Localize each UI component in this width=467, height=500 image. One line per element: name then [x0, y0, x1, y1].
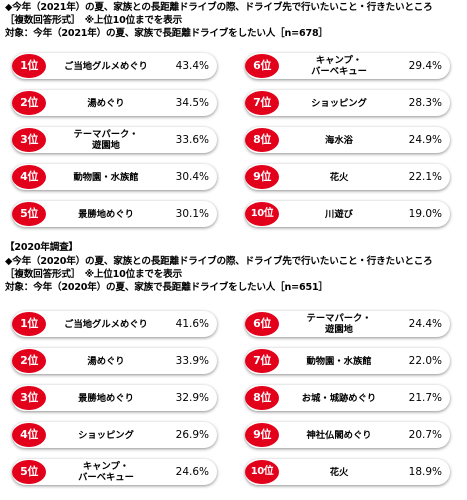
rank-badge: 3位 [12, 386, 46, 410]
ranking-row: 8位 海水浴 24.9% [245, 127, 450, 153]
item-label: 花火 [329, 466, 349, 478]
ranking-row: 9位 花火 22.1% [245, 164, 450, 190]
rank-badge: 5位 [12, 460, 46, 484]
item-label: 海水浴 [325, 134, 353, 146]
percent-value: 28.3% [408, 97, 442, 109]
rank-badge: 6位 [245, 54, 279, 78]
item-label: キャンプ・ バーベキュー [311, 55, 367, 77]
ranking-row: 10位 川遊び 19.0% [245, 201, 450, 227]
rank-badge: 9位 [245, 423, 279, 447]
percent-value: 24.4% [408, 318, 442, 330]
ranking-row: 2位 湯めぐり 33.9% [12, 348, 217, 374]
item-label: 湯めぐり [87, 97, 125, 109]
rank-badge: 8位 [245, 386, 279, 410]
ranking-row: 7位 動物園・水族館 22.0% [245, 348, 450, 374]
rank-badge: 7位 [245, 91, 279, 115]
rank-badge: 2位 [12, 349, 46, 373]
ranking-row: 9位 神社仏閣めぐり 20.7% [245, 422, 450, 448]
item-label: ショッピング [78, 429, 134, 441]
percent-value: 29.4% [408, 60, 442, 72]
item-label: 神社仏閣めぐり [306, 429, 372, 441]
ranking-row: 8位 お城・城跡めぐり 21.7% [245, 385, 450, 411]
ranking-row: 4位 動物園・水族館 30.4% [12, 164, 217, 190]
percent-value: 26.9% [175, 429, 209, 441]
item-label: ショッピング [311, 97, 367, 109]
item-label: 川遊び [325, 208, 353, 220]
percent-value: 19.0% [408, 208, 442, 220]
item-label: ご当地グルメめぐり [64, 318, 148, 330]
item-label: テーマパーク・ 遊園地 [306, 313, 372, 335]
percent-value: 43.4% [175, 60, 209, 72]
item-label: 動物園・水族館 [73, 171, 139, 183]
rank-badge: 1位 [12, 54, 46, 78]
ranking-row: 6位 キャンプ・ バーベキュー 29.4% [245, 53, 450, 79]
rank-badge: 5位 [12, 202, 46, 226]
rank-badge: 3位 [12, 128, 46, 152]
percent-value: 30.4% [175, 171, 209, 183]
item-label: 湯めぐり [87, 355, 125, 367]
rank-badge: 10位 [245, 460, 279, 484]
percent-value: 24.6% [175, 466, 209, 478]
ranking-row: 3位 テーマパーク・ 遊園地 33.6% [12, 127, 217, 153]
rank-badge: 9位 [245, 165, 279, 189]
section2-target-note: 対象：今年（2020年）の夏、家族で長距離ドライブをしたい人［n=651］ [5, 282, 328, 293]
ranking-row: 6位 テーマパーク・ 遊園地 24.4% [245, 311, 450, 337]
percent-value: 32.9% [175, 392, 209, 404]
percent-value: 20.7% [408, 429, 442, 441]
percent-value: 18.9% [408, 466, 442, 478]
rank-badge: 6位 [245, 312, 279, 336]
section1-title: ◆今年（2021年）の夏、家族との長距離ドライブの際、ドライブ先で行いたいこと・… [5, 2, 433, 13]
ranking-row: 1位 ご当地グルメめぐり 43.4% [12, 53, 217, 79]
section1-target-note: 対象：今年（2021年）の夏、家族で長距離ドライブをしたい人［n=678］ [5, 28, 328, 39]
ranking-row: 4位 ショッピング 26.9% [12, 422, 217, 448]
section2-title: ◆今年（2020年）の夏、家族との長距離ドライブの際、ドライブ先で行いたいこと・… [5, 256, 433, 267]
rank-badge: 10位 [245, 202, 279, 226]
percent-value: 22.1% [408, 171, 442, 183]
rank-badge: 4位 [12, 423, 46, 447]
item-label: 動物園・水族館 [306, 355, 372, 367]
item-label: 花火 [329, 171, 349, 183]
ranking-row: 3位 景勝地めぐり 32.9% [12, 385, 217, 411]
percent-value: 33.9% [175, 355, 209, 367]
item-label: キャンプ・ バーベキュー [78, 461, 134, 483]
percent-value: 24.9% [408, 134, 442, 146]
item-label: 景勝地めぐり [78, 392, 134, 404]
item-label: 景勝地めぐり [78, 208, 134, 220]
ranking-row: 2位 湯めぐり 34.5% [12, 90, 217, 116]
percent-value: 34.5% [175, 97, 209, 109]
rank-badge: 8位 [245, 128, 279, 152]
rank-badge: 2位 [12, 91, 46, 115]
percent-value: 22.0% [408, 355, 442, 367]
percent-value: 33.6% [175, 134, 209, 146]
rank-badge: 7位 [245, 349, 279, 373]
ranking-row: 10位 花火 18.9% [245, 459, 450, 485]
item-label: お城・城跡めぐり [301, 392, 377, 404]
rank-badge: 1位 [12, 312, 46, 336]
ranking-row: 5位 景勝地めぐり 30.1% [12, 201, 217, 227]
ranking-row: 7位 ショッピング 28.3% [245, 90, 450, 116]
percent-value: 41.6% [175, 318, 209, 330]
percent-value: 30.1% [175, 208, 209, 220]
item-label: ご当地グルメめぐり [64, 60, 148, 72]
section2-survey-label: 【2020年調査】 [5, 242, 78, 253]
ranking-row: 5位 キャンプ・ バーベキュー 24.6% [12, 459, 217, 485]
rank-badge: 4位 [12, 165, 46, 189]
section2-format-note: ［複数回答形式］ ※上位10位までを表示 [5, 269, 182, 280]
section1-format-note: ［複数回答形式］ ※上位10位までを表示 [5, 15, 182, 26]
item-label: テーマパーク・ 遊園地 [73, 129, 139, 151]
ranking-row: 1位 ご当地グルメめぐり 41.6% [12, 311, 217, 337]
percent-value: 21.7% [408, 392, 442, 404]
